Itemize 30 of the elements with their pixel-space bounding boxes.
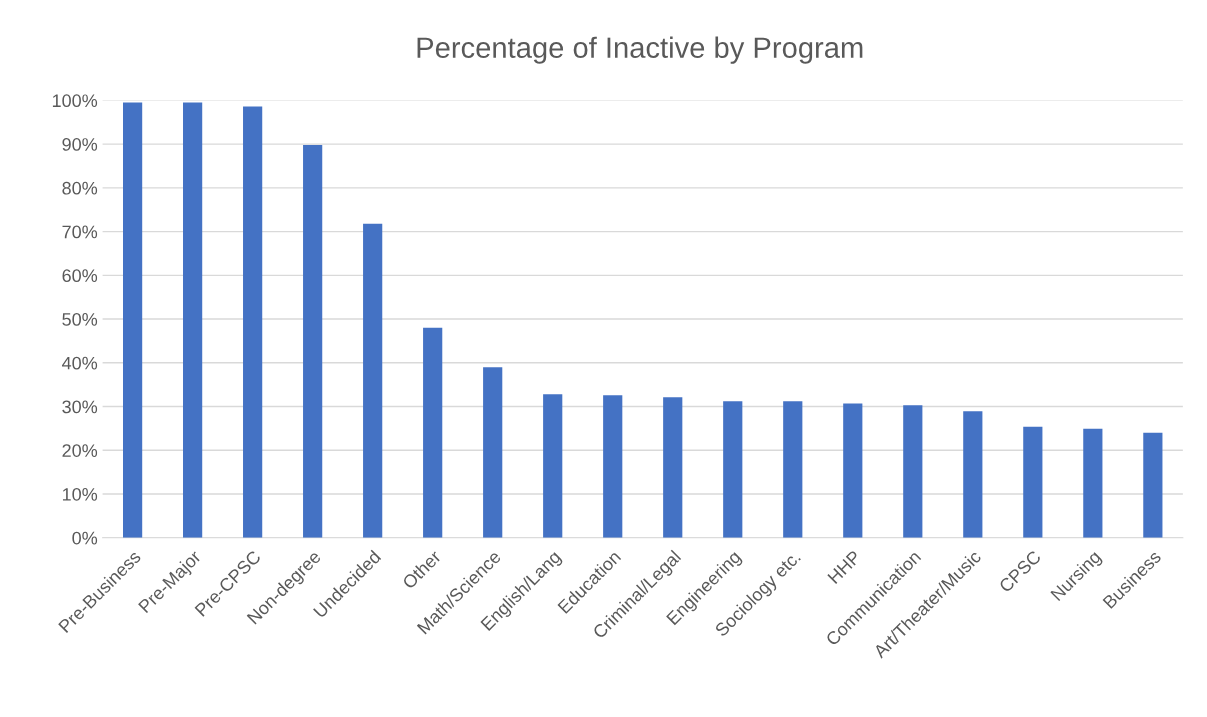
bar xyxy=(663,397,683,538)
y-tick-label: 10% xyxy=(62,487,98,501)
y-tick-label: 80% xyxy=(62,181,98,195)
y-tick-label: 20% xyxy=(62,444,98,457)
chart-title: Percentage of Inactive by Program xyxy=(417,36,863,64)
bar xyxy=(783,401,803,538)
bar xyxy=(483,367,503,538)
bar xyxy=(963,411,983,538)
bar xyxy=(1143,432,1163,538)
y-tick-label: 60% xyxy=(62,269,98,283)
y-tick-label: 90% xyxy=(62,138,98,151)
bar xyxy=(903,405,923,538)
bar xyxy=(183,102,203,538)
bar xyxy=(603,395,623,538)
y-tick-label: 0% xyxy=(72,531,98,545)
bar xyxy=(123,102,143,538)
bar xyxy=(1083,428,1103,538)
bar xyxy=(303,144,323,538)
y-tick-label: 70% xyxy=(62,225,98,239)
bar xyxy=(363,223,383,538)
bar xyxy=(243,106,263,538)
y-tick-label: 40% xyxy=(62,356,98,370)
bar xyxy=(723,401,743,538)
bar xyxy=(843,403,863,538)
y-tick-label: 100% xyxy=(52,94,98,108)
bar xyxy=(423,327,443,538)
y-tick-label: 30% xyxy=(62,400,98,414)
y-tick-label: 50% xyxy=(62,313,98,326)
bar xyxy=(1023,426,1043,538)
bar xyxy=(543,394,563,538)
